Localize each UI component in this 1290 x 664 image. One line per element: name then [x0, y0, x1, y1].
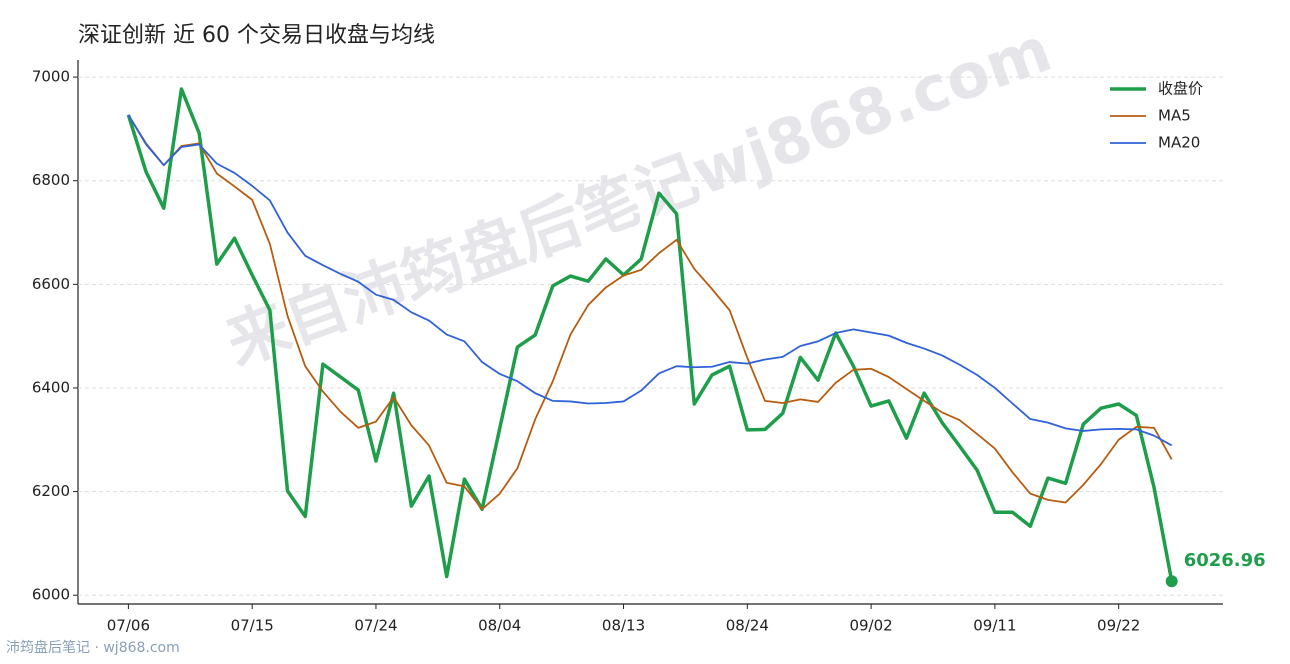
legend-label: MA20 — [1158, 134, 1200, 152]
series-line — [127, 114, 1173, 447]
y-tick-label: 7000 — [32, 68, 70, 86]
last-point — [1165, 575, 1178, 588]
x-tick-label: 08/13 — [602, 617, 645, 635]
x-tick-label: 07/06 — [107, 617, 150, 635]
legend-label: 收盘价 — [1158, 80, 1203, 98]
x-tick-label: 07/24 — [354, 617, 397, 635]
chart-title: 深证创新 近 60 个交易日收盘与均线 — [78, 23, 435, 48]
x-tick-label: 07/15 — [231, 617, 274, 635]
legend-label: MA5 — [1158, 107, 1191, 125]
series-line — [127, 114, 1173, 511]
y-tick-label: 6000 — [32, 586, 70, 604]
watermark: 来自沛筠盘后笔记wj868.com — [217, 13, 1061, 380]
y-tick-label: 6400 — [32, 378, 70, 396]
x-tick-label: 08/04 — [478, 617, 521, 635]
footer: 沛筠盘后笔记 · wj868.com — [6, 639, 180, 656]
x-tick-label: 09/22 — [1097, 617, 1140, 635]
last-value-label: 6026.96 — [1184, 550, 1266, 571]
x-tick-label: 09/02 — [849, 617, 892, 635]
y-tick-label: 6200 — [32, 482, 70, 500]
x-tick-label: 08/24 — [726, 617, 769, 635]
y-tick-label: 6600 — [32, 275, 70, 293]
x-tick-label: 09/11 — [973, 617, 1016, 635]
y-tick-label: 6800 — [32, 171, 70, 189]
series-line — [126, 87, 1174, 582]
